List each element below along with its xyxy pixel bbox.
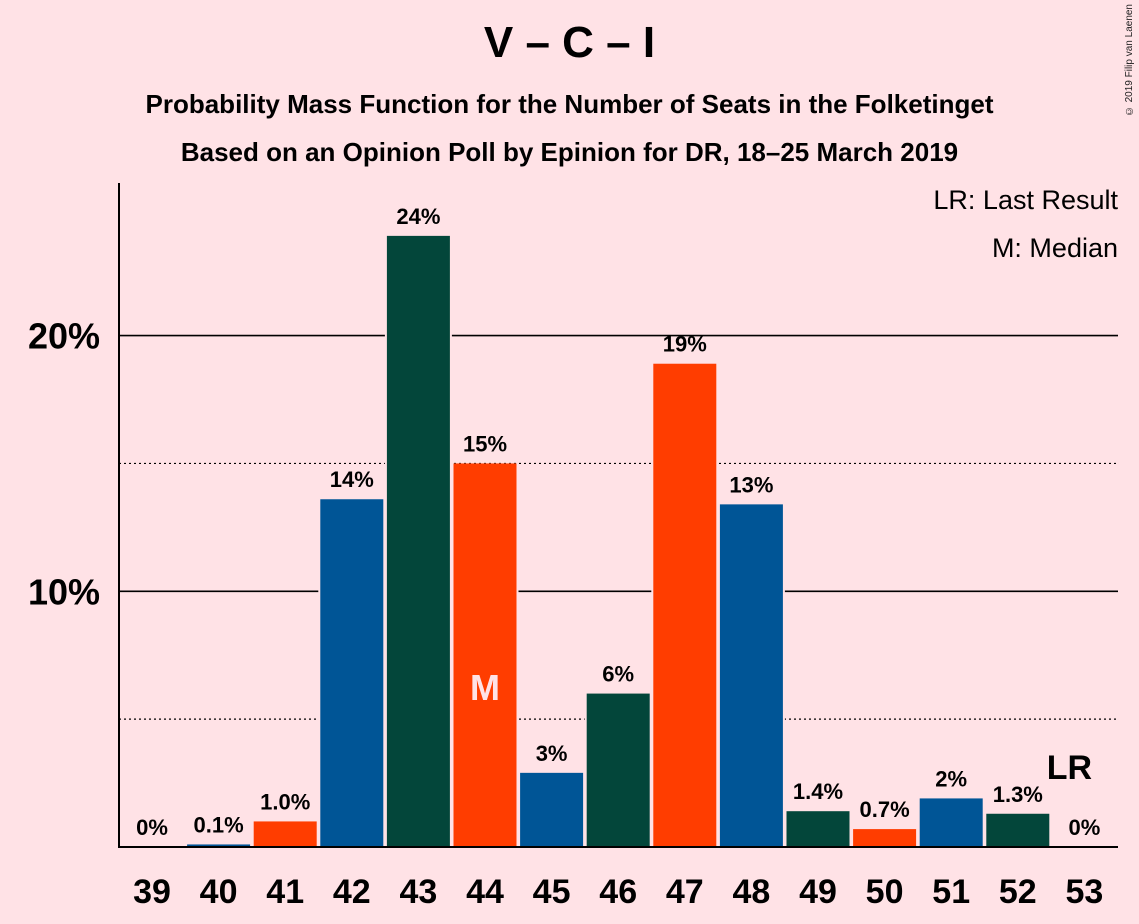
- y-tick-label: 10%: [28, 571, 100, 612]
- x-tick-labels: 39 40 41 42 43 44 45 46 47 48 49 50 51 52 53: [133, 873, 1103, 911]
- x-tick-label-50: 50: [866, 873, 904, 911]
- bar-45: [520, 772, 584, 847]
- x-tick-label-53: 53: [1065, 873, 1103, 911]
- median-marker: M: [470, 667, 500, 708]
- x-tick-label-43: 43: [399, 873, 437, 911]
- bar-50: [853, 829, 917, 847]
- value-label-52: 1.3%: [993, 782, 1043, 807]
- bar-40: [187, 844, 251, 847]
- bar-51: [919, 798, 983, 847]
- legend-last-result: LR: Last Result: [933, 185, 1118, 215]
- y-tick-label: 20%: [28, 316, 100, 357]
- bars: [185, 235, 1052, 847]
- value-label-42: 14%: [330, 467, 374, 492]
- bar-46: [586, 693, 650, 847]
- x-tick-label-52: 52: [999, 873, 1037, 911]
- value-label-40: 0.1%: [194, 812, 244, 837]
- value-label-48: 13%: [729, 472, 773, 497]
- x-tick-label-44: 44: [466, 873, 504, 911]
- value-label-49: 1.4%: [793, 779, 843, 804]
- x-tick-label-42: 42: [333, 873, 371, 911]
- x-tick-label-49: 49: [799, 873, 837, 911]
- bar-43: [386, 235, 450, 847]
- bar-47: [653, 363, 717, 847]
- chart-subtitle-1: Probability Mass Function for the Number…: [145, 89, 994, 119]
- bar-42: [320, 499, 384, 847]
- bar-41: [253, 821, 317, 847]
- x-tick-label-41: 41: [266, 873, 304, 911]
- value-label-43: 24%: [396, 204, 440, 229]
- y-tick-labels: 10% 20%: [28, 316, 100, 613]
- bar-49: [786, 811, 850, 847]
- x-tick-label-45: 45: [533, 873, 571, 911]
- bar-44: [453, 463, 517, 847]
- value-label-44: 15%: [463, 431, 507, 456]
- bar-48: [719, 504, 783, 847]
- value-label-46: 6%: [602, 662, 634, 687]
- chart-title: V – C – I: [483, 18, 656, 67]
- bar-52: [986, 813, 1050, 847]
- legend-median: M: Median: [992, 233, 1118, 263]
- x-tick-label-47: 47: [666, 873, 704, 911]
- x-tick-label-39: 39: [133, 873, 171, 911]
- value-label-45: 3%: [536, 741, 568, 766]
- last-result-marker: LR: [1047, 749, 1092, 787]
- value-label-39: 0%: [136, 815, 168, 840]
- value-labels: 0% 0.1% 1.0% 14% 24% 15% M 3% 6% 19% 13% 1.4% 0.7% 2%…: [136, 204, 1100, 840]
- chart-subtitle-2: Based on an Opinion Poll by Epinion for …: [180, 137, 959, 167]
- x-tick-label-40: 40: [200, 873, 238, 911]
- x-tick-label-51: 51: [932, 873, 970, 911]
- value-label-51: 2%: [935, 766, 967, 791]
- gridlines: [119, 334, 1118, 720]
- x-tick-label-48: 48: [732, 873, 770, 911]
- value-label-47: 19%: [663, 332, 707, 357]
- x-tick-label-46: 46: [599, 873, 637, 911]
- value-label-53: 0%: [1069, 815, 1101, 840]
- value-label-50: 0.7%: [860, 797, 910, 822]
- value-label-41: 1.0%: [260, 789, 310, 814]
